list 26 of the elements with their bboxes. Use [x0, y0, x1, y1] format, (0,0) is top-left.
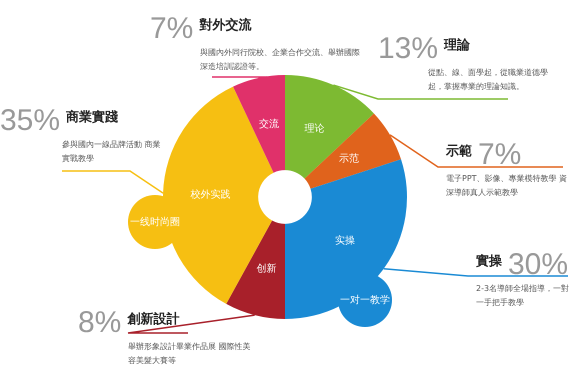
slice-label: 實操: [476, 253, 502, 270]
text: 实操: [335, 234, 356, 246]
text: 校外实践: [190, 188, 231, 200]
text: 交流: [258, 118, 279, 130]
slice-label: 對外交流: [199, 16, 252, 34]
text: 示范: [339, 152, 360, 165]
text: 電子PPT、影像、專業模特教學 資深導師真人示範教學: [446, 173, 568, 199]
text: 舉辦形象設計畢業作品展 國際性美容美髮大賽等: [128, 341, 252, 367]
data-label: 7%: [478, 138, 522, 171]
data-label: 35%: [0, 104, 60, 137]
data-label: 8%: [78, 306, 122, 339]
slice-label: 創新設計: [127, 310, 180, 328]
data-label: 13%: [378, 32, 438, 65]
text: 创新: [256, 262, 276, 275]
text: 2-3名導師全場指導，一對一手把手教學: [476, 283, 570, 309]
circle-badge: 一对一教学: [338, 273, 392, 327]
data-label: 7%: [150, 12, 194, 45]
text: 參與國內一線品牌活動 商業實戰教學: [62, 139, 162, 165]
text: 理论: [304, 122, 325, 134]
data-label: 30%: [508, 248, 568, 281]
text: 從點、線、面學起，從職業道德學起，掌握專業的理論知識。: [428, 67, 549, 93]
text: 與國內外同行院校、企業合作交流、舉辦國際深造培訓認證等。: [200, 47, 360, 73]
circle-badge: 一线时尚圈: [128, 195, 182, 249]
slice-label: 理論: [444, 37, 470, 54]
slice-label: 商業實踐: [66, 108, 118, 126]
slice-label: 示範: [446, 143, 472, 160]
